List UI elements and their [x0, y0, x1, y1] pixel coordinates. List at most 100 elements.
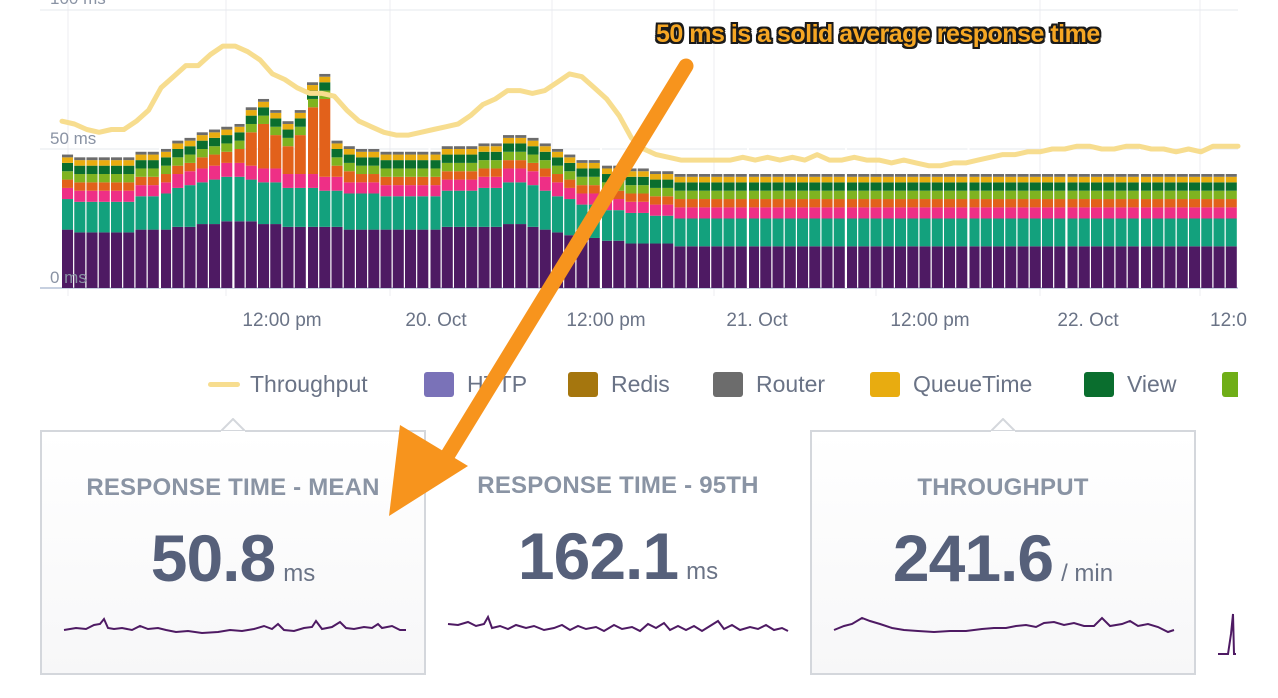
- stacked-bar[interactable]: [748, 174, 760, 288]
- legend-item-throughput[interactable]: Throughput: [208, 366, 368, 402]
- stacked-bar[interactable]: [1103, 174, 1115, 288]
- stacked-bar[interactable]: [919, 174, 931, 288]
- stacked-bar[interactable]: [833, 174, 845, 288]
- stacked-bar[interactable]: [576, 160, 588, 288]
- stacked-bar[interactable]: [392, 151, 404, 288]
- stacked-bar[interactable]: [539, 143, 551, 288]
- stacked-bar[interactable]: [846, 174, 858, 288]
- stacked-bar[interactable]: [270, 110, 282, 288]
- stacked-bar[interactable]: [466, 146, 478, 288]
- stacked-bar[interactable]: [1042, 174, 1054, 288]
- stacked-bar[interactable]: [625, 168, 637, 288]
- stacked-bar[interactable]: [1078, 174, 1090, 288]
- stacked-bar[interactable]: [74, 157, 86, 288]
- stacked-bar[interactable]: [674, 174, 686, 288]
- card-response-time-95th[interactable]: RESPONSE TIME - 95TH 162.1 ms: [426, 430, 810, 675]
- stacked-bar[interactable]: [319, 73, 331, 288]
- stacked-bar[interactable]: [1029, 174, 1041, 288]
- stacked-bar[interactable]: [588, 160, 600, 288]
- stacked-bar[interactable]: [503, 135, 515, 288]
- stacked-bar[interactable]: [307, 82, 319, 288]
- stacked-bar[interactable]: [196, 132, 208, 288]
- stacked-bar[interactable]: [1152, 174, 1164, 288]
- stacked-bar[interactable]: [221, 126, 233, 288]
- stacked-bar[interactable]: [147, 151, 159, 288]
- stacked-bar[interactable]: [1115, 174, 1127, 288]
- stacked-bar[interactable]: [429, 151, 441, 288]
- stacked-bar[interactable]: [282, 121, 294, 288]
- stacked-bar[interactable]: [821, 174, 833, 288]
- stacked-bar[interactable]: [209, 129, 221, 288]
- stacked-bar[interactable]: [735, 174, 747, 288]
- stacked-bar[interactable]: [723, 174, 735, 288]
- stacked-bar[interactable]: [1066, 174, 1078, 288]
- legend-item-view[interactable]: View: [1084, 366, 1176, 402]
- stacked-bar[interactable]: [1127, 174, 1139, 288]
- legend-item-queuetime[interactable]: QueueTime: [870, 366, 1032, 402]
- stacked-bar[interactable]: [515, 135, 527, 288]
- stacked-bar[interactable]: [797, 174, 809, 288]
- stacked-bar[interactable]: [980, 174, 992, 288]
- stacked-bar[interactable]: [1213, 174, 1225, 288]
- stacked-bar[interactable]: [637, 168, 649, 288]
- stacked-bar[interactable]: [527, 137, 539, 288]
- stacked-bar[interactable]: [417, 151, 429, 288]
- stacked-bar[interactable]: [331, 140, 343, 288]
- stacked-bar[interactable]: [172, 140, 184, 288]
- stacked-bar[interactable]: [895, 174, 907, 288]
- stacked-bar[interactable]: [368, 149, 380, 288]
- stacked-bar[interactable]: [650, 171, 662, 288]
- stacked-bar[interactable]: [245, 107, 257, 288]
- stacked-bar[interactable]: [1201, 174, 1213, 288]
- stacked-bar[interactable]: [882, 174, 894, 288]
- stacked-bar[interactable]: [809, 174, 821, 288]
- stacked-bar[interactable]: [956, 174, 968, 288]
- stacked-bar[interactable]: [356, 149, 368, 288]
- stacked-bar[interactable]: [478, 143, 490, 288]
- stacked-bar[interactable]: [1017, 174, 1029, 288]
- stacked-bar[interactable]: [160, 149, 172, 288]
- stacked-bar[interactable]: [564, 154, 576, 288]
- legend-item-redis[interactable]: Redis: [568, 366, 670, 402]
- legend-item-router[interactable]: Router: [713, 366, 825, 402]
- stacked-bar[interactable]: [380, 151, 392, 288]
- stacked-bar[interactable]: [294, 110, 306, 288]
- stacked-bar[interactable]: [760, 174, 772, 288]
- stacked-bar[interactable]: [993, 174, 1005, 288]
- stacked-bar[interactable]: [1140, 174, 1152, 288]
- stacked-bar[interactable]: [1176, 174, 1188, 288]
- stacked-bar[interactable]: [699, 174, 711, 288]
- stacked-bar[interactable]: [490, 143, 502, 288]
- stacked-bar[interactable]: [601, 165, 613, 288]
- stacked-bar[interactable]: [135, 151, 147, 288]
- stacked-bar[interactable]: [870, 174, 882, 288]
- stacked-bar[interactable]: [1005, 174, 1017, 288]
- card-throughput[interactable]: THROUGHPUT 241.6 / min: [810, 418, 1196, 675]
- stacked-bar[interactable]: [968, 174, 980, 288]
- stacked-bar[interactable]: [711, 174, 723, 288]
- stacked-bar[interactable]: [1225, 174, 1237, 288]
- card-response-time-mean[interactable]: RESPONSE TIME - MEAN 50.8 ms: [40, 418, 426, 675]
- stacked-bar[interactable]: [686, 174, 698, 288]
- stacked-bar[interactable]: [258, 98, 270, 288]
- stacked-bar[interactable]: [552, 149, 564, 288]
- stacked-bar[interactable]: [441, 146, 453, 288]
- stacked-bar[interactable]: [907, 174, 919, 288]
- stacked-bar[interactable]: [772, 174, 784, 288]
- stacked-bar[interactable]: [662, 171, 674, 288]
- stacked-bar[interactable]: [62, 154, 74, 288]
- stacked-bar[interactable]: [1164, 174, 1176, 288]
- stacked-bar[interactable]: [944, 174, 956, 288]
- stacked-bar[interactable]: [858, 174, 870, 288]
- stacked-bar[interactable]: [123, 157, 135, 288]
- stacked-bar[interactable]: [86, 157, 98, 288]
- stacked-bar[interactable]: [233, 123, 245, 288]
- stacked-bar[interactable]: [1091, 174, 1103, 288]
- stacked-bar[interactable]: [98, 157, 110, 288]
- legend-item-truncated[interactable]: [1222, 366, 1238, 402]
- stacked-bar[interactable]: [343, 146, 355, 288]
- stacked-bar[interactable]: [111, 157, 123, 288]
- stacked-bar[interactable]: [405, 151, 417, 288]
- stacked-bar[interactable]: [1189, 174, 1201, 288]
- stacked-bar[interactable]: [613, 165, 625, 288]
